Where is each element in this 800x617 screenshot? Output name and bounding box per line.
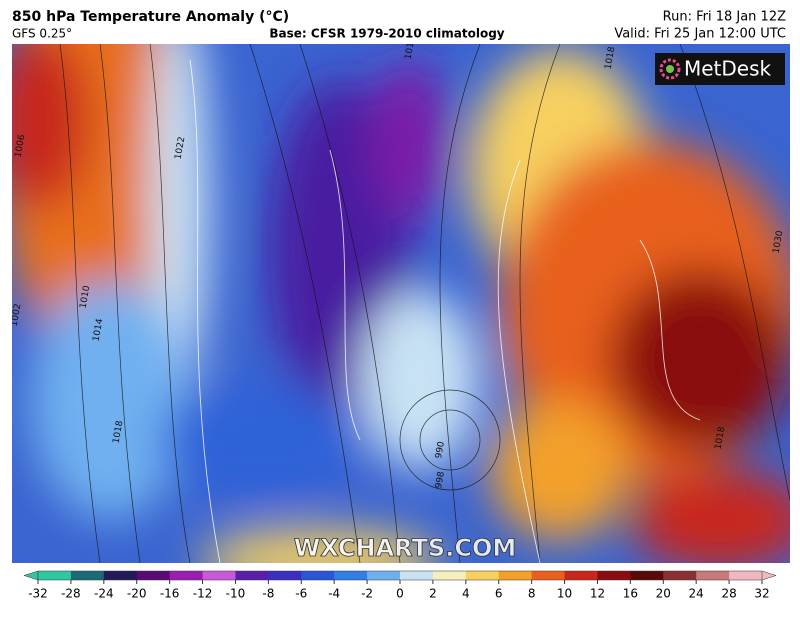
colorbar-tick-label: -4 <box>328 587 340 601</box>
colorbar-segment <box>169 571 204 580</box>
run: Run: Fri 18 Jan 12Z <box>663 10 786 25</box>
colorbar-tick-label: 16 <box>623 587 638 601</box>
colorbar-tick-label: -10 <box>226 587 246 601</box>
colorbar-tick-label: 0 <box>396 587 404 601</box>
colorbar-tick-label: 8 <box>528 587 536 601</box>
isobar-label: 1010 <box>79 285 93 310</box>
colorbar-tick-label: 4 <box>462 587 470 601</box>
title: 850 hPa Temperature Anomaly (°C) <box>12 9 289 25</box>
colorbar-segment <box>498 571 533 580</box>
colorbar-tick-label: -28 <box>61 587 81 601</box>
colorbar: -32 -28 -24 -20 -16 -12 -10 -8 -6 -4 -2 0 2 4 6 8 10 12 16… <box>23 570 777 601</box>
colorbar-tick-label: 28 <box>721 587 736 601</box>
colorbar-segment <box>729 571 763 580</box>
colorbar-segment <box>367 571 401 580</box>
colorbar-segment <box>103 571 138 580</box>
colorbar-tick-label: -8 <box>262 587 274 601</box>
colorbar-tick-label: 10 <box>557 587 572 601</box>
colorbar-segment <box>301 571 335 580</box>
colorbar-tick-label: 32 <box>754 587 769 601</box>
colorbar-tick-label: 24 <box>689 587 704 601</box>
isobar-label: 998 <box>434 470 447 489</box>
colorbar-segment <box>630 571 664 580</box>
map: MetDesk WXCHARTS.COM 1022 1014 1010 1002 101… <box>10 36 790 563</box>
colorbar-segment <box>202 571 236 580</box>
colorbar-segment <box>597 571 631 580</box>
isobar-label: 1014 <box>404 36 418 61</box>
isobar-label: 1006 <box>14 134 28 159</box>
isobar-label: 1002 <box>10 303 24 327</box>
colorbar-tick-label: -24 <box>94 587 114 601</box>
colorbar-segment <box>136 571 171 580</box>
colorbar-segment <box>400 571 434 580</box>
isobar-label: 1018 <box>604 46 618 71</box>
colorbar-tick-label: -32 <box>28 587 48 601</box>
watermark: WXCHARTS.COM <box>294 534 516 562</box>
colorbar-segment <box>696 571 730 580</box>
colorbar-segment <box>531 571 566 580</box>
colorbar-tick-label: 12 <box>590 587 605 601</box>
isobar-label: 1030 <box>772 230 786 255</box>
colorbar-end <box>761 570 777 581</box>
isobar-label: 1014 <box>92 318 106 343</box>
colorbar-segment <box>235 571 269 580</box>
isobar-label: 1018 <box>714 426 728 451</box>
colorbar-tick-label: 6 <box>495 587 503 601</box>
colorbar-segment <box>564 571 598 580</box>
model: GFS 0.25° <box>12 27 72 41</box>
colorbar-segment <box>38 571 72 580</box>
colorbar-segment <box>465 571 500 580</box>
isobar-label: 1018 <box>112 420 126 445</box>
colorbar-tick-label: -6 <box>295 587 307 601</box>
colorbar-segment <box>663 571 697 580</box>
base: Base: CFSR 1979-2010 climatology <box>269 27 504 41</box>
colorbar-segment <box>70 571 105 580</box>
colorbar-segment <box>268 571 302 580</box>
colorbar-tick-label: -12 <box>193 587 213 601</box>
colorbar-end <box>23 570 39 581</box>
colorbar-segment <box>334 571 368 580</box>
logo: MetDesk <box>684 57 772 81</box>
colorbar-tick-label: -16 <box>160 587 180 601</box>
colorbar-tick-label: 2 <box>429 587 437 601</box>
isobar-label: 1022 <box>174 136 188 160</box>
valid: Valid: Fri 25 Jan 12:00 UTC <box>614 27 786 42</box>
colorbar-tick-label: 20 <box>656 587 671 601</box>
colorbar-tick-label: -2 <box>361 587 373 601</box>
colorbar-tick-label: -20 <box>127 587 147 601</box>
colorbar-segment <box>432 571 467 580</box>
isobar-label: 990 <box>434 440 447 459</box>
